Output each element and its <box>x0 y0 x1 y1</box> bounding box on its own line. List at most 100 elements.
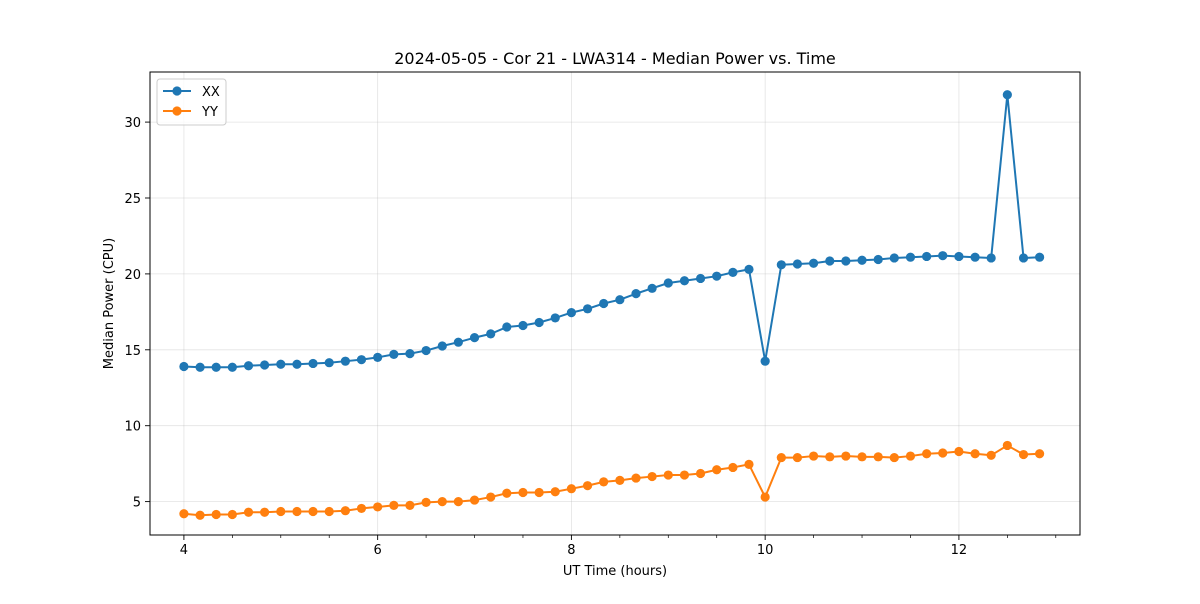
data-point-xx <box>292 359 302 369</box>
grid <box>150 72 1080 535</box>
data-point-xx <box>615 295 625 305</box>
data-point-xx <box>421 345 431 356</box>
data-point-xx <box>647 283 657 293</box>
data-point-yy <box>502 488 512 498</box>
data-point-xx <box>873 254 883 265</box>
data-point-yy <box>905 451 916 461</box>
data-point-xx <box>889 253 899 263</box>
data-point-xx <box>728 267 738 277</box>
data-point-xx <box>373 352 383 362</box>
data-point-yy <box>324 506 334 517</box>
data-point-yy <box>1035 449 1045 459</box>
data-point-yy <box>1002 440 1012 451</box>
data-point-xx <box>792 259 803 269</box>
data-point-yy <box>792 452 803 463</box>
data-point-yy <box>582 481 593 491</box>
data-point-xx <box>857 255 867 265</box>
x-tick-label: 8 <box>567 543 575 558</box>
data-point-xx <box>808 258 819 268</box>
data-point-xx <box>534 317 544 328</box>
data-point-yy <box>405 500 415 510</box>
data-point-xx <box>582 304 593 314</box>
data-point-yy <box>938 448 948 458</box>
plot-frame <box>149 71 1081 536</box>
y-tick-label: 10 <box>124 420 141 435</box>
data-point-yy <box>292 506 302 517</box>
y-tick-label: 30 <box>124 116 141 131</box>
data-point-yy <box>873 452 883 462</box>
y-tick-label: 5 <box>133 496 141 511</box>
data-point-xx <box>243 361 254 371</box>
data-point-xx <box>938 251 948 261</box>
axis-ticks: 4 6 8 10 12 5 10 15 20 25 30 <box>124 116 1057 558</box>
data-point-xx <box>712 271 722 281</box>
data-point-xx <box>260 360 270 370</box>
legend-marker-yy <box>172 106 182 116</box>
series-group <box>179 90 1045 520</box>
data-point-xx <box>954 251 964 262</box>
data-point-xx <box>566 308 577 318</box>
data-point-yy <box>356 503 367 514</box>
data-point-xx <box>179 361 189 372</box>
data-point-yy <box>744 459 754 470</box>
x-tick-label: 6 <box>374 543 382 558</box>
data-point-yy <box>243 507 254 517</box>
data-point-xx <box>825 256 835 266</box>
data-point-xx <box>453 337 463 347</box>
data-point-yy <box>518 487 528 498</box>
y-tick-label: 15 <box>124 344 141 359</box>
data-point-xx <box>405 348 415 359</box>
data-point-xx <box>760 356 770 366</box>
data-point-xx <box>922 251 932 262</box>
data-point-xx <box>276 359 286 369</box>
data-point-yy <box>663 470 673 480</box>
data-point-yy <box>486 492 496 502</box>
data-point-xx <box>340 356 350 366</box>
data-point-xx <box>437 341 447 351</box>
data-point-yy <box>340 506 350 516</box>
data-point-xx <box>486 329 496 339</box>
data-point-yy <box>776 452 786 463</box>
data-point-yy <box>679 470 690 480</box>
data-point-yy <box>308 506 318 517</box>
data-point-yy <box>211 509 221 520</box>
data-point-yy <box>534 487 544 498</box>
data-point-yy <box>857 452 867 462</box>
y-tick-label: 20 <box>124 268 141 283</box>
data-point-xx <box>356 355 367 365</box>
chart-title: 2024-05-05 - Cor 21 - LWA314 - Median Po… <box>394 49 836 68</box>
x-tick-label: 4 <box>180 543 188 558</box>
data-point-xx <box>1002 90 1012 100</box>
y-axis-label: Median Power (CPU) <box>102 238 117 369</box>
data-point-yy <box>566 484 577 494</box>
data-point-xx <box>841 256 851 266</box>
x-tick-label: 10 <box>757 543 774 558</box>
x-axis-label: UT Time (hours) <box>563 564 667 579</box>
data-point-xx <box>631 289 641 299</box>
data-point-xx <box>227 362 237 372</box>
data-point-xx <box>195 362 205 372</box>
data-point-yy <box>276 506 286 517</box>
data-point-yy <box>647 471 657 482</box>
data-point-yy <box>373 502 383 512</box>
data-point-yy <box>453 497 463 507</box>
data-point-yy <box>389 500 399 510</box>
data-point-yy <box>954 446 964 457</box>
legend-marker-xx <box>172 86 182 96</box>
data-point-yy <box>469 495 480 505</box>
data-point-xx <box>1035 252 1045 262</box>
data-point-yy <box>1018 449 1029 460</box>
data-point-yy <box>437 497 447 507</box>
legend: XX YY <box>156 78 227 126</box>
x-tick-label: 12 <box>951 543 968 558</box>
data-point-yy <box>179 509 189 519</box>
data-point-xx <box>324 358 334 368</box>
data-point-yy <box>631 473 641 483</box>
data-point-xx <box>905 252 916 262</box>
data-point-yy <box>695 468 706 479</box>
data-point-yy <box>841 451 851 461</box>
data-point-xx <box>550 313 560 323</box>
data-point-yy <box>195 510 205 520</box>
data-point-yy <box>970 449 980 459</box>
data-point-yy <box>760 492 770 502</box>
